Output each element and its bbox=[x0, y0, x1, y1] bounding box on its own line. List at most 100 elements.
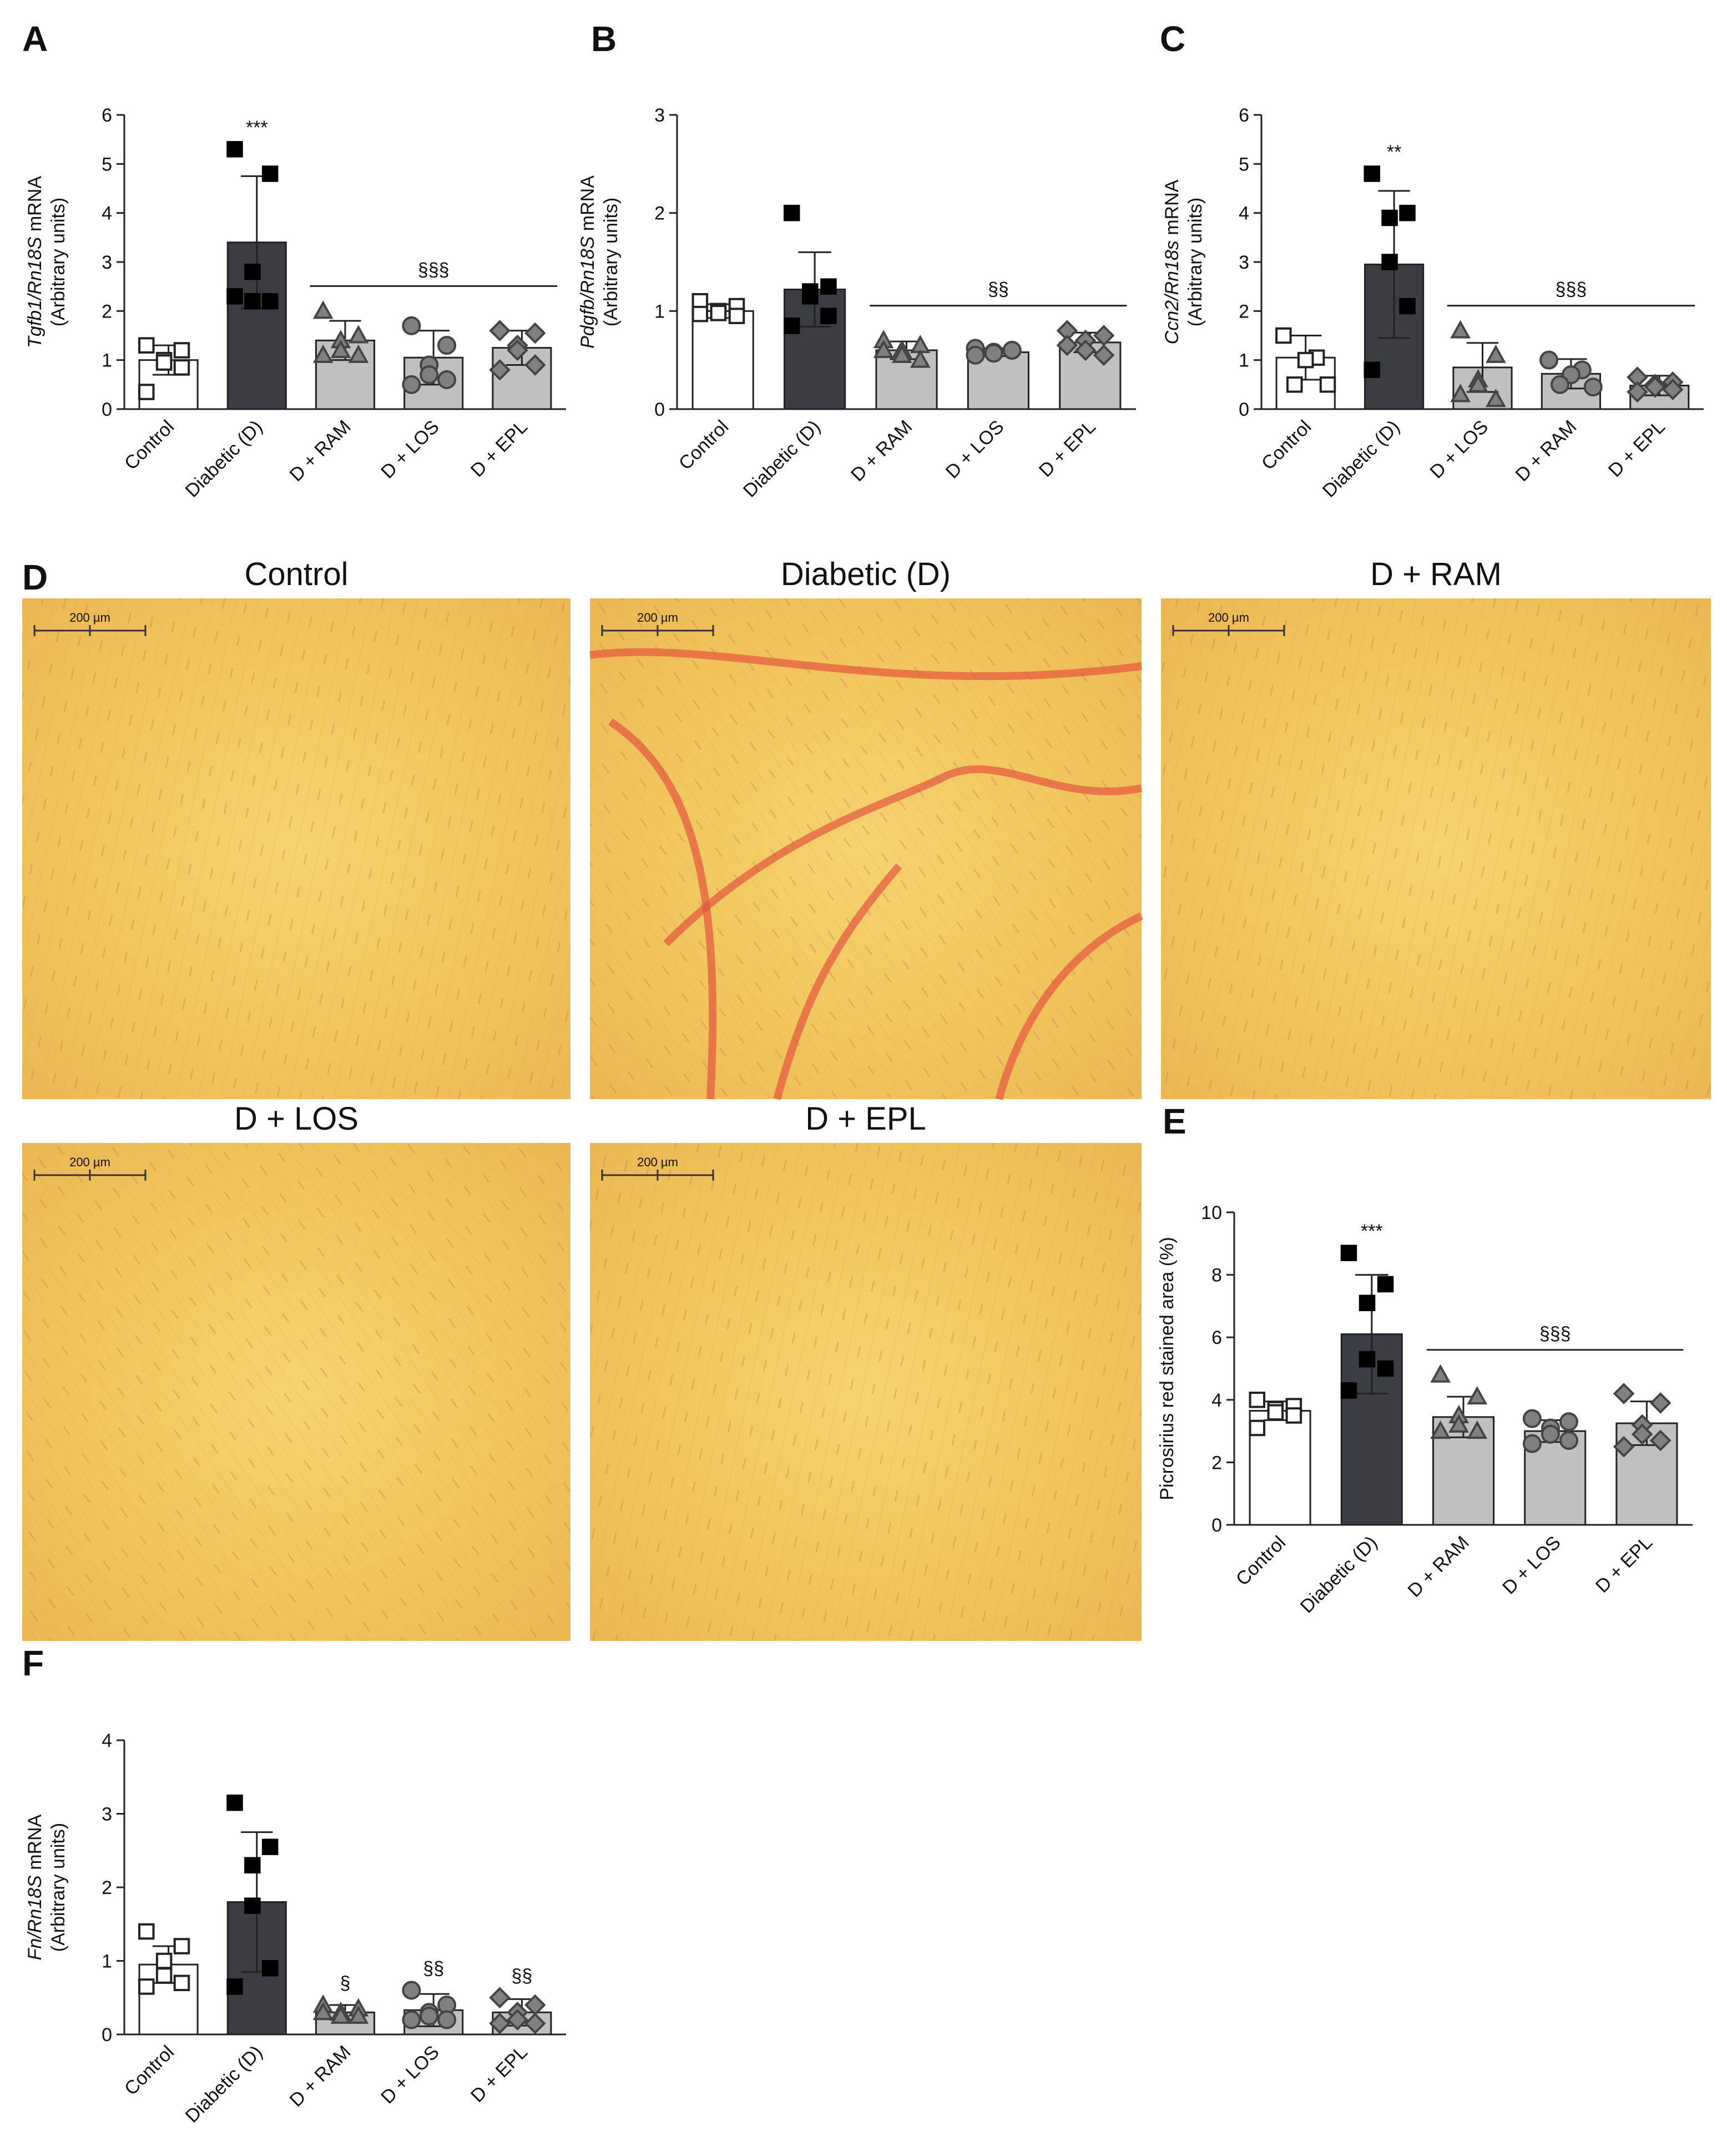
data-point bbox=[1381, 209, 1398, 226]
data-point bbox=[489, 1987, 511, 2009]
image-label: D + LOS bbox=[234, 1101, 358, 1137]
data-point bbox=[1486, 344, 1506, 363]
x-tick-label: D + EPL bbox=[1604, 416, 1669, 481]
y-axis-label-2: (Arbitrary units) bbox=[48, 1823, 69, 1952]
y-tick-label: 1 bbox=[654, 301, 665, 322]
data-point bbox=[1631, 1423, 1653, 1445]
data-point bbox=[1467, 1386, 1488, 1405]
data-point bbox=[348, 2005, 369, 2024]
y-axis-label-space bbox=[24, 231, 46, 236]
data-point bbox=[155, 1952, 173, 1969]
data-point bbox=[1297, 351, 1314, 369]
x-tick-label: D + EPL bbox=[467, 416, 532, 481]
data-point bbox=[507, 2009, 528, 2031]
data-point bbox=[1539, 350, 1559, 370]
significance-label: §§ bbox=[423, 1958, 444, 1979]
data-point bbox=[1056, 334, 1078, 356]
y-axis-label-gene: Tgfb1/Rn18S bbox=[24, 236, 46, 348]
data-point bbox=[261, 1838, 279, 1855]
data-point bbox=[820, 308, 837, 324]
data-point bbox=[1468, 374, 1488, 392]
significance-label: §§§ bbox=[1556, 279, 1587, 300]
data-point bbox=[1267, 1404, 1284, 1421]
y-tick-label: 10 bbox=[1201, 1202, 1222, 1223]
x-tick-label: Diabetic (D) bbox=[181, 2042, 267, 2127]
data-point bbox=[155, 354, 173, 371]
x-tick-label: D + RAM bbox=[286, 2042, 355, 2111]
y-tick-label: 2 bbox=[654, 203, 665, 224]
data-point bbox=[691, 305, 709, 323]
x-tick-label: Diabetic (D) bbox=[181, 416, 267, 502]
data-point bbox=[1074, 339, 1097, 361]
data-point bbox=[173, 359, 190, 376]
y-tick-label: 0 bbox=[1211, 1515, 1222, 1536]
x-tick-label: D + EPL bbox=[1035, 416, 1100, 481]
data-point bbox=[728, 308, 745, 324]
y-tick-label: 5 bbox=[102, 154, 112, 175]
y-axis-label-2: (Arbitrary units) bbox=[48, 198, 69, 326]
x-tick-label: Control bbox=[1258, 416, 1315, 474]
y-axis-label-text: mRNA bbox=[1162, 179, 1183, 235]
x-tick-label: D + RAM bbox=[1511, 416, 1580, 486]
data-point bbox=[226, 1978, 243, 1995]
x-tick-label: D + LOS bbox=[377, 2042, 443, 2108]
x-tick-label: Control bbox=[1232, 1532, 1290, 1590]
data-point bbox=[1430, 1364, 1451, 1383]
y-tick-label: 1 bbox=[102, 350, 112, 371]
y-tick-label: 4 bbox=[1211, 1390, 1222, 1411]
data-point bbox=[138, 1923, 155, 1940]
data-point bbox=[330, 2005, 351, 2024]
panel-letter: C bbox=[1160, 19, 1185, 59]
data-point bbox=[1649, 1392, 1672, 1414]
x-tick-label: Control bbox=[120, 2042, 178, 2099]
y-axis-label: Fn/Rn18S mRNA bbox=[24, 1814, 46, 1960]
data-point bbox=[226, 1794, 243, 1811]
data-point bbox=[1359, 1351, 1376, 1368]
data-point bbox=[784, 204, 800, 221]
data-point bbox=[1399, 298, 1416, 315]
y-axis-label-text: mRNA bbox=[24, 1814, 46, 1870]
data-point bbox=[1644, 376, 1666, 398]
scale-bar-label: 200 µm bbox=[637, 611, 678, 624]
data-point bbox=[1467, 1420, 1488, 1439]
data-point bbox=[1381, 254, 1398, 270]
x-tick-label: Diabetic (D) bbox=[739, 416, 825, 502]
data-point bbox=[420, 365, 439, 385]
y-tick-label: 0 bbox=[654, 399, 665, 420]
data-point bbox=[1522, 1409, 1542, 1428]
data-point bbox=[891, 344, 912, 363]
x-tick-label: D + EPL bbox=[1592, 1532, 1657, 1597]
data-point bbox=[1649, 1429, 1672, 1452]
y-tick-label: 4 bbox=[102, 1730, 112, 1751]
panel-letter: E bbox=[1163, 1101, 1186, 1141]
data-point bbox=[261, 165, 279, 182]
data-point bbox=[1359, 1294, 1376, 1312]
x-tick-label: D + RAM bbox=[286, 416, 355, 486]
y-axis-label-2: (Arbitrary units) bbox=[600, 198, 622, 326]
y-axis-label-space bbox=[1162, 235, 1183, 240]
x-tick-label: D + LOS bbox=[942, 416, 1008, 483]
data-point bbox=[489, 2012, 511, 2034]
y-axis-label-gene: Fn/Rn18S bbox=[24, 1875, 46, 1960]
y-axis-label-text: Picrosirius red stained area (%) bbox=[1157, 1237, 1178, 1500]
y-tick-label: 6 bbox=[1239, 105, 1249, 126]
data-point bbox=[1286, 376, 1303, 393]
y-tick-label: 6 bbox=[102, 105, 112, 126]
data-point bbox=[402, 1981, 421, 2000]
data-point bbox=[348, 325, 369, 344]
data-point bbox=[1559, 1430, 1578, 1450]
y-tick-label: 0 bbox=[102, 399, 112, 420]
data-point bbox=[402, 316, 421, 335]
y-axis-label-text: mRNA bbox=[577, 175, 598, 231]
data-point bbox=[966, 345, 985, 365]
image-label: Diabetic (D) bbox=[781, 556, 951, 592]
x-tick-label: Control bbox=[120, 416, 178, 474]
y-axis-label-space bbox=[577, 231, 598, 236]
data-point bbox=[1662, 379, 1684, 400]
y-axis-label-2: (Arbitrary units) bbox=[1185, 198, 1206, 326]
data-point bbox=[244, 1857, 261, 1873]
y-tick-label: 2 bbox=[1239, 301, 1249, 322]
data-point bbox=[1559, 1412, 1578, 1432]
data-point bbox=[1285, 1407, 1302, 1424]
